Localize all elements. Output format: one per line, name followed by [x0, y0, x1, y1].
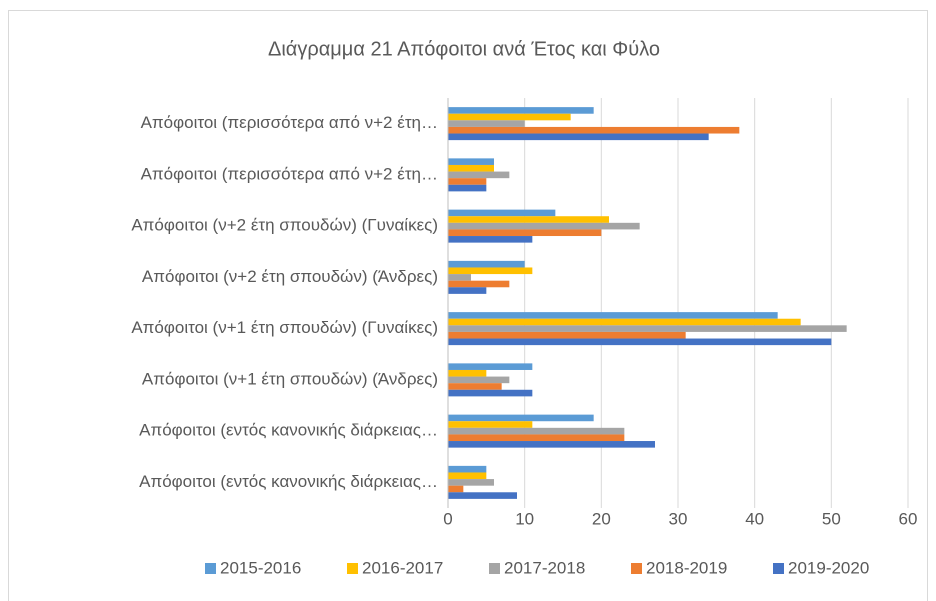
bar: [448, 287, 487, 294]
bar: [448, 389, 533, 397]
bar: [448, 164, 494, 172]
x-tick-label: 0: [443, 509, 452, 528]
bar: [448, 133, 709, 141]
bar: [448, 216, 609, 223]
y-tick-label: Απόφοιτοι (ν+1 έτη σπουδών) (Άνδρες): [142, 369, 438, 388]
y-tick-label: Απόφοιτοι (περισσότερα από ν+2 έτη…: [141, 164, 438, 183]
chart-title: Διάγραμμα 21 Απόφοιτοι ανά Έτος και Φύλο: [268, 38, 660, 60]
y-tick-label: Απόφοιτοι (ν+2 έτη σπουδών) (Άνδρες): [142, 267, 438, 286]
bar: [448, 369, 487, 377]
bar: [448, 434, 625, 442]
bar: [448, 184, 487, 192]
x-tick-label: 50: [822, 509, 841, 528]
bar: [448, 209, 556, 217]
bar: [448, 120, 525, 127]
bar: [448, 485, 464, 493]
bar: [448, 260, 525, 268]
bar: [448, 331, 686, 339]
y-tick-label: Απόφοιτοι (εντός κανονικής διάρκειας…: [139, 472, 438, 491]
bar: [448, 158, 494, 165]
bar: [448, 472, 487, 480]
bar: [448, 113, 571, 121]
bar: [448, 312, 778, 319]
bar: [448, 267, 533, 275]
x-tick-label: 60: [899, 509, 918, 528]
bar: [448, 465, 487, 473]
bar: [448, 229, 602, 237]
bar: [448, 492, 517, 499]
bar: [448, 178, 487, 185]
bar: [448, 421, 533, 428]
bar: [448, 107, 594, 114]
bar: [448, 441, 655, 448]
bar: [448, 363, 533, 370]
bar: [448, 280, 510, 288]
bar: [448, 171, 510, 179]
bar: [448, 274, 471, 281]
bar: [448, 222, 640, 230]
y-tick-label: Απόφοιτοι (ν+2 έτη σπουδών) (Γυναίκες): [131, 216, 438, 235]
legend-label: 2019-2020: [788, 558, 869, 577]
y-tick-label: Απόφοιτοι (περισσότερα από ν+2 έτη…: [141, 113, 438, 132]
x-tick-label: 20: [592, 509, 611, 528]
bar: [448, 479, 494, 486]
x-tick-label: 30: [669, 509, 688, 528]
bar: [448, 376, 510, 384]
legend-swatch: [773, 563, 784, 574]
legend-swatch: [205, 563, 216, 574]
bar: [448, 318, 801, 326]
bar: [448, 126, 740, 134]
legend-swatch: [347, 563, 358, 574]
legend-label: 2016-2017: [362, 558, 443, 577]
bar: [448, 414, 594, 422]
legend-swatch: [489, 563, 500, 574]
y-tick-label: Απόφοιτοι (ν+1 έτη σπουδών) (Γυναίκες): [131, 318, 438, 337]
bar: [448, 236, 533, 243]
legend-label: 2018-2019: [646, 558, 727, 577]
legend-swatch: [631, 563, 642, 574]
legend-label: 2017-2018: [504, 558, 585, 577]
chart-frame: [8, 10, 928, 601]
x-tick-label: 10: [515, 509, 534, 528]
bar: [448, 427, 625, 435]
x-tick-label: 40: [745, 509, 764, 528]
bar: [448, 338, 832, 346]
legend-label: 2015-2016: [220, 558, 301, 577]
y-tick-label: Απόφοιτοι (εντός κανονικής διάρκειας…: [139, 421, 438, 440]
bar: [448, 383, 502, 390]
bar: [448, 325, 847, 332]
